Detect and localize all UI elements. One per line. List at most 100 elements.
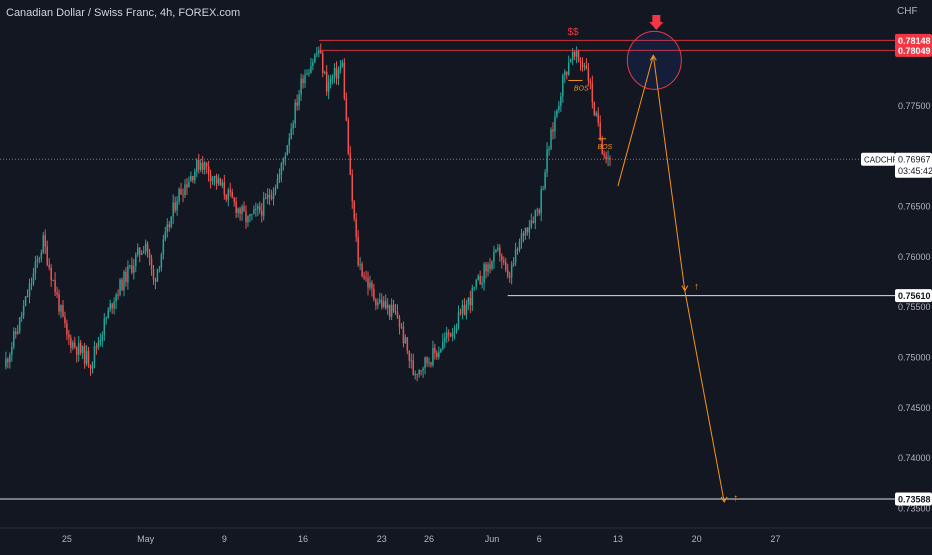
candle-up bbox=[327, 81, 330, 92]
candle-up bbox=[382, 301, 385, 307]
candle-down bbox=[396, 312, 399, 318]
candle-up bbox=[251, 214, 253, 216]
candle-down bbox=[447, 332, 450, 335]
candle-up bbox=[443, 338, 446, 342]
candle-down bbox=[87, 350, 90, 366]
candle-down bbox=[152, 269, 155, 280]
candle-up bbox=[28, 283, 31, 297]
candle-down bbox=[357, 236, 359, 265]
candle-up bbox=[286, 145, 289, 156]
candle-up bbox=[536, 209, 538, 211]
level-price-label: 0.78049 bbox=[898, 46, 931, 56]
candle-up bbox=[595, 112, 598, 116]
candle-up bbox=[188, 181, 190, 188]
candle-up bbox=[306, 73, 308, 75]
candle-down bbox=[388, 304, 391, 317]
candle-down bbox=[215, 175, 218, 184]
candle-up bbox=[304, 74, 306, 84]
candle-down bbox=[581, 62, 584, 67]
candle-down bbox=[62, 305, 64, 317]
candle-down bbox=[416, 373, 418, 375]
candle-down bbox=[270, 197, 273, 199]
candle-up bbox=[390, 304, 393, 317]
candle-up bbox=[562, 75, 564, 97]
candle-up bbox=[162, 239, 165, 255]
price-tick-label: 0.74500 bbox=[898, 403, 931, 413]
candle-down bbox=[398, 317, 401, 327]
candle-up bbox=[5, 359, 7, 368]
price-tick-label: 0.76500 bbox=[898, 202, 931, 212]
candle-up bbox=[276, 179, 279, 189]
symbol-tag-label: CADCHF bbox=[864, 156, 897, 165]
candle-down bbox=[233, 197, 235, 202]
candle-up bbox=[440, 349, 442, 353]
time-axis[interactable]: 25 May 9 16 23 26 Jun 6 13 20 27 bbox=[62, 534, 780, 544]
candle-down bbox=[516, 249, 519, 251]
candle-down bbox=[125, 271, 127, 283]
candle-up bbox=[115, 294, 117, 302]
candle-down bbox=[499, 247, 501, 256]
candle-up bbox=[227, 190, 230, 200]
candle-up bbox=[558, 105, 560, 111]
candle-down bbox=[74, 342, 76, 348]
candle-up bbox=[13, 331, 15, 348]
candle-up bbox=[312, 62, 314, 66]
candle-down bbox=[355, 218, 357, 237]
candle-up bbox=[564, 71, 566, 76]
candle-down bbox=[406, 337, 409, 351]
candle-down bbox=[325, 72, 328, 92]
candle-up bbox=[487, 264, 489, 272]
candle-down bbox=[219, 178, 222, 186]
candle-down bbox=[506, 269, 509, 277]
candle-up bbox=[428, 362, 430, 364]
candle-down bbox=[264, 198, 267, 200]
candle-down bbox=[201, 162, 204, 170]
time-tick-label: 27 bbox=[770, 534, 780, 544]
candle-down bbox=[296, 102, 298, 106]
candle-down bbox=[131, 265, 133, 273]
candle-up bbox=[567, 62, 570, 75]
liquidity-label: $$ bbox=[567, 27, 579, 38]
symbol-tag bbox=[861, 152, 895, 166]
candle-up bbox=[199, 162, 202, 170]
candle-up bbox=[135, 254, 137, 267]
candle-up bbox=[510, 264, 513, 278]
candle-down bbox=[463, 305, 466, 316]
candle-up bbox=[247, 216, 249, 223]
candle-down bbox=[205, 162, 208, 167]
candle-up bbox=[453, 331, 456, 333]
candle-down bbox=[89, 365, 92, 369]
candle-down bbox=[64, 316, 66, 324]
candle-up bbox=[105, 318, 108, 320]
candle-up bbox=[97, 342, 100, 348]
projection-arrowhead bbox=[649, 54, 657, 61]
candle-up bbox=[607, 157, 609, 160]
candle-up bbox=[282, 159, 285, 164]
candle-down bbox=[479, 275, 481, 285]
candle-down bbox=[48, 264, 50, 268]
candle-up bbox=[465, 304, 468, 316]
candle-down bbox=[231, 191, 233, 198]
candle-down bbox=[14, 331, 17, 334]
candle-down bbox=[192, 175, 194, 181]
price-tick-label: 0.73500 bbox=[898, 503, 931, 513]
candle-down bbox=[605, 155, 607, 160]
candle-up bbox=[178, 189, 180, 202]
candle-up bbox=[172, 202, 174, 217]
candle-up bbox=[477, 275, 479, 280]
candle-up bbox=[38, 258, 41, 260]
candle-down bbox=[229, 190, 231, 192]
candle-up bbox=[133, 266, 135, 273]
candle-up bbox=[32, 273, 35, 284]
candle-down bbox=[198, 159, 200, 170]
candle-down bbox=[26, 296, 29, 298]
candle-up bbox=[331, 76, 334, 79]
candle-down bbox=[349, 153, 352, 175]
candle-up bbox=[109, 303, 111, 310]
candle-up bbox=[314, 54, 316, 63]
candle-up bbox=[36, 259, 39, 262]
candle-up bbox=[217, 178, 220, 184]
